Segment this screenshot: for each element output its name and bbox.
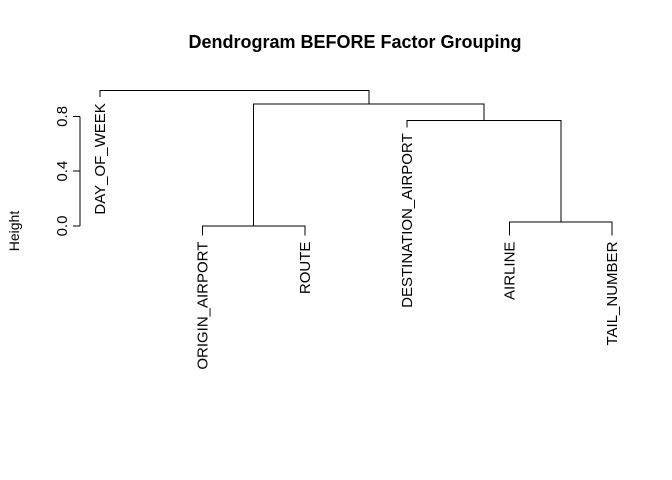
dendrogram-merge-3 <box>406 120 562 222</box>
leaf-label: ROUTE <box>297 242 314 295</box>
chart-title: Dendrogram BEFORE Factor Grouping <box>188 32 521 52</box>
leaf-label: ORIGIN_AIRPORT <box>194 242 211 370</box>
leaf-labels: DAY_OF_WEEK ORIGIN_AIRPORT ROUTE DESTINATIO… <box>92 103 621 369</box>
dendrogram-merge-1 <box>201 225 306 236</box>
y-axis: 0.0 0.4 0.8 <box>54 106 81 237</box>
y-tick-label: 0.4 <box>54 161 71 182</box>
y-tick-label: 0.0 <box>54 216 71 237</box>
y-axis-label: Height <box>6 211 22 252</box>
leaf-label: AIRLINE <box>502 242 519 300</box>
dendrogram-merge-2 <box>509 221 613 236</box>
y-tick-label: 0.8 <box>54 106 71 127</box>
leaf-label: DAY_OF_WEEK <box>92 103 109 214</box>
dendrogram-tree <box>99 89 613 236</box>
leaf-label: TAIL_NUMBER <box>604 241 621 345</box>
leaf-label: DESTINATION_AIRPORT <box>399 133 416 307</box>
dendrogram-merge-4 <box>253 103 485 226</box>
dendrogram-merge-5 <box>99 89 370 105</box>
